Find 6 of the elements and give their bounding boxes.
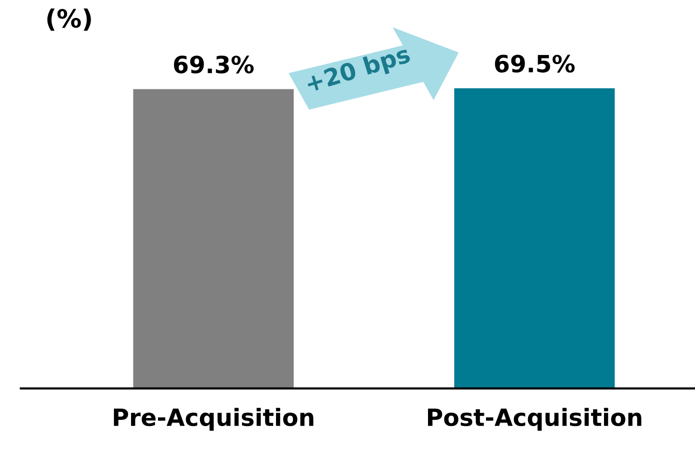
chart-title: (%) [47, 8, 91, 31]
x-tick-label: Pre-Acquisition [114, 408, 314, 431]
annotation: +20 bps [304, 44, 412, 97]
data-label: 69.5% [494, 54, 575, 73]
data-label: 69.3% [174, 56, 254, 74]
x-tick-label: Post-Acquisition [428, 408, 642, 431]
